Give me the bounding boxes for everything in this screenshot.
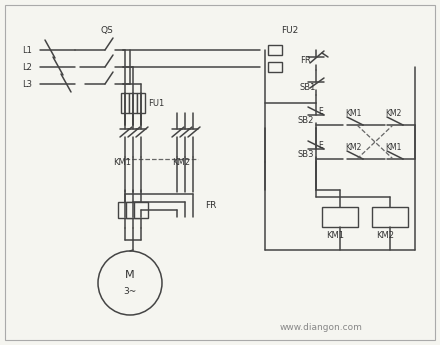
Bar — [134, 202, 148, 218]
Text: KM1: KM1 — [385, 142, 401, 151]
Text: KM2: KM2 — [172, 158, 190, 167]
Bar — [268, 45, 282, 55]
Bar — [372, 207, 408, 227]
Circle shape — [98, 251, 162, 315]
Text: FR: FR — [300, 56, 311, 65]
Text: E: E — [318, 140, 323, 149]
Bar — [121, 93, 129, 113]
Text: KM2: KM2 — [345, 142, 361, 151]
Text: KM1: KM1 — [345, 108, 361, 118]
Text: www.diangon.com: www.diangon.com — [280, 323, 363, 332]
Bar — [126, 202, 140, 218]
Text: SB1: SB1 — [300, 82, 316, 91]
Text: L1: L1 — [22, 46, 32, 55]
Text: SB2: SB2 — [298, 116, 314, 125]
Text: L2: L2 — [22, 62, 32, 71]
Text: 3~: 3~ — [123, 286, 137, 296]
Text: L3: L3 — [22, 79, 32, 89]
Text: KM2: KM2 — [385, 108, 401, 118]
Bar — [268, 62, 282, 72]
Text: KM2: KM2 — [376, 230, 394, 239]
Text: KM1: KM1 — [326, 230, 344, 239]
Text: E: E — [318, 107, 323, 116]
Bar — [118, 202, 132, 218]
Text: FR: FR — [205, 200, 216, 209]
Bar — [129, 93, 137, 113]
Text: M: M — [125, 270, 135, 280]
Text: FU2: FU2 — [281, 26, 298, 34]
Text: FU1: FU1 — [148, 99, 164, 108]
Text: SB3: SB3 — [298, 149, 315, 158]
Text: QS: QS — [100, 26, 113, 34]
Bar — [137, 93, 145, 113]
Text: KM1: KM1 — [113, 158, 131, 167]
Bar — [322, 207, 358, 227]
